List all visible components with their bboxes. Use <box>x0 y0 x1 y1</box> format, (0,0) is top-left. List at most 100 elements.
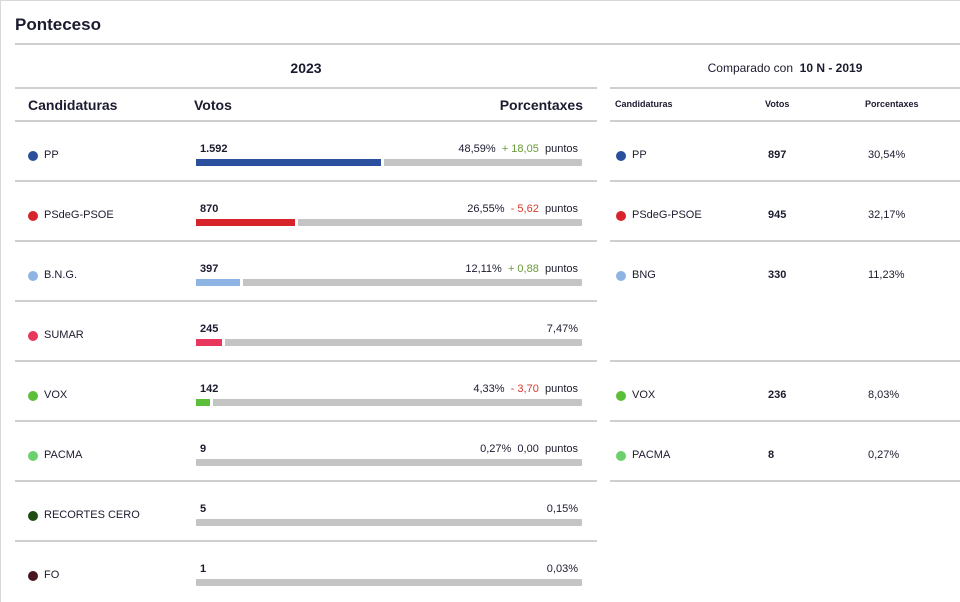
change-unit: puntos <box>544 203 578 215</box>
result-row: VOX 142 4,33% - 3,70 puntos <box>15 362 597 422</box>
vote-percentage: 7,47% <box>547 323 578 335</box>
vote-percentage: 0,27% <box>868 449 900 461</box>
result-row: SUMAR 245 7,47% <box>15 302 597 362</box>
party-name: PP <box>44 149 59 161</box>
vote-percentage: 48,59% + 18,05 puntos <box>458 143 578 155</box>
divider <box>15 120 597 122</box>
result-row: B.N.G. 397 12,11% + 0,88 puntos <box>15 242 597 302</box>
result-row: RECORTES CERO 5 0,15% <box>15 482 597 542</box>
vote-count: 5 <box>200 503 207 515</box>
vote-percentage: 32,17% <box>868 209 906 221</box>
page-title: Ponteceso <box>15 15 101 34</box>
vote-count: 8 <box>768 449 775 461</box>
party-color-dot <box>616 151 626 161</box>
vote-share-fill <box>196 339 225 346</box>
percentage-value: 12,11% <box>465 263 502 275</box>
vote-count: 330 <box>768 269 787 281</box>
vote-percentage: 8,03% <box>868 389 900 401</box>
party-color-dot <box>28 271 38 281</box>
party-color-dot <box>616 211 626 221</box>
header-percentages: Porcentaxes <box>499 97 583 113</box>
change-value: + 18,05 <box>501 143 539 155</box>
percentage-value: 7,47% <box>546 323 578 335</box>
divider <box>610 87 960 89</box>
vote-percentage: 0,15% <box>547 503 578 515</box>
vote-share-fill <box>196 399 213 406</box>
header-candidates: Candidaturas <box>28 97 118 113</box>
party-name: PACMA <box>44 449 83 461</box>
vote-count: 945 <box>768 209 787 221</box>
header-votes: Votos <box>765 99 790 109</box>
comparison-row <box>610 302 960 362</box>
vote-count: 1.592 <box>200 143 228 155</box>
divider <box>15 87 597 89</box>
header-candidates: Candidaturas <box>615 99 673 109</box>
party-color-dot <box>28 451 38 461</box>
vote-percentage: 11,23% <box>868 269 905 281</box>
vote-count: 245 <box>200 323 219 335</box>
percentage-value: 26,55% <box>467 203 505 215</box>
result-row: PACMA 9 0,27% 0,00 puntos <box>15 422 597 482</box>
result-row: PSdeG-PSOE 870 26,55% - 5,62 puntos <box>15 182 597 242</box>
comparison-row: PP 897 30,54% <box>610 122 960 182</box>
party-color-dot <box>616 451 626 461</box>
party-name: SUMAR <box>44 329 84 341</box>
header-percentages: Porcentaxes <box>865 99 919 109</box>
change-unit: puntos <box>544 383 578 395</box>
divider <box>610 120 960 122</box>
vote-percentage: 12,11% + 0,88 puntos <box>465 263 578 275</box>
vote-count: 897 <box>768 149 787 161</box>
result-row: PP 1.592 48,59% + 18,05 puntos <box>15 122 597 182</box>
party-name: B.N.G. <box>44 269 78 281</box>
change-value: + 0,88 <box>507 263 539 275</box>
party-color-dot <box>28 151 38 161</box>
party-color-dot <box>28 391 38 401</box>
header-votes: Votos <box>194 97 232 113</box>
change-value: 0,00 <box>517 443 539 455</box>
percentage-value: 0,15% <box>546 503 578 515</box>
year-heading: 2023 <box>290 60 322 76</box>
party-name: PACMA <box>632 449 671 461</box>
comparison-election: 10 N - 2019 <box>799 61 863 75</box>
divider <box>15 43 960 45</box>
party-name: PP <box>632 149 647 161</box>
party-name: BNG <box>632 269 656 281</box>
vote-share-fill <box>196 159 384 166</box>
party-name: FO <box>44 569 60 581</box>
party-color-dot <box>616 271 626 281</box>
vote-share-bar <box>196 219 582 226</box>
comparison-caption: Comparado con 10 N - 2019 <box>610 61 960 75</box>
percentage-value: 0,27% <box>480 443 512 455</box>
vote-percentage: 30,54% <box>868 149 906 161</box>
party-name: VOX <box>44 389 68 401</box>
vote-count: 397 <box>200 263 219 275</box>
vote-count: 142 <box>200 383 219 395</box>
change-value: - 3,70 <box>510 383 539 395</box>
change-unit: puntos <box>544 143 578 155</box>
comparison-row: PACMA 8 0,27% <box>610 422 960 482</box>
party-name: PSdeG-PSOE <box>632 209 702 221</box>
result-row: FO 1 0,03% <box>15 542 597 602</box>
vote-percentage: 0,03% <box>547 563 578 575</box>
comparison-row: BNG 330 11,23% <box>610 242 960 302</box>
vote-share-bar <box>196 399 582 406</box>
vote-count: 236 <box>768 389 787 401</box>
change-value: - 5,62 <box>510 203 539 215</box>
party-color-dot <box>28 331 38 341</box>
percentage-value: 48,59% <box>458 143 496 155</box>
vote-percentage: 0,27% 0,00 puntos <box>480 443 578 455</box>
vote-share-bar <box>196 519 582 526</box>
vote-count: 9 <box>200 443 207 455</box>
percentage-value: 4,33% <box>473 383 505 395</box>
comparison-row: PSdeG-PSOE 945 32,17% <box>610 182 960 242</box>
party-name: PSdeG-PSOE <box>44 209 114 221</box>
party-color-dot <box>28 511 38 521</box>
vote-count: 870 <box>200 203 219 215</box>
vote-share-bar <box>196 339 582 346</box>
vote-percentage: 26,55% - 5,62 puntos <box>467 203 578 215</box>
vote-share-fill <box>196 219 298 226</box>
party-color-dot <box>28 571 38 581</box>
percentage-value: 0,03% <box>546 563 578 575</box>
vote-share-bar <box>196 579 582 586</box>
